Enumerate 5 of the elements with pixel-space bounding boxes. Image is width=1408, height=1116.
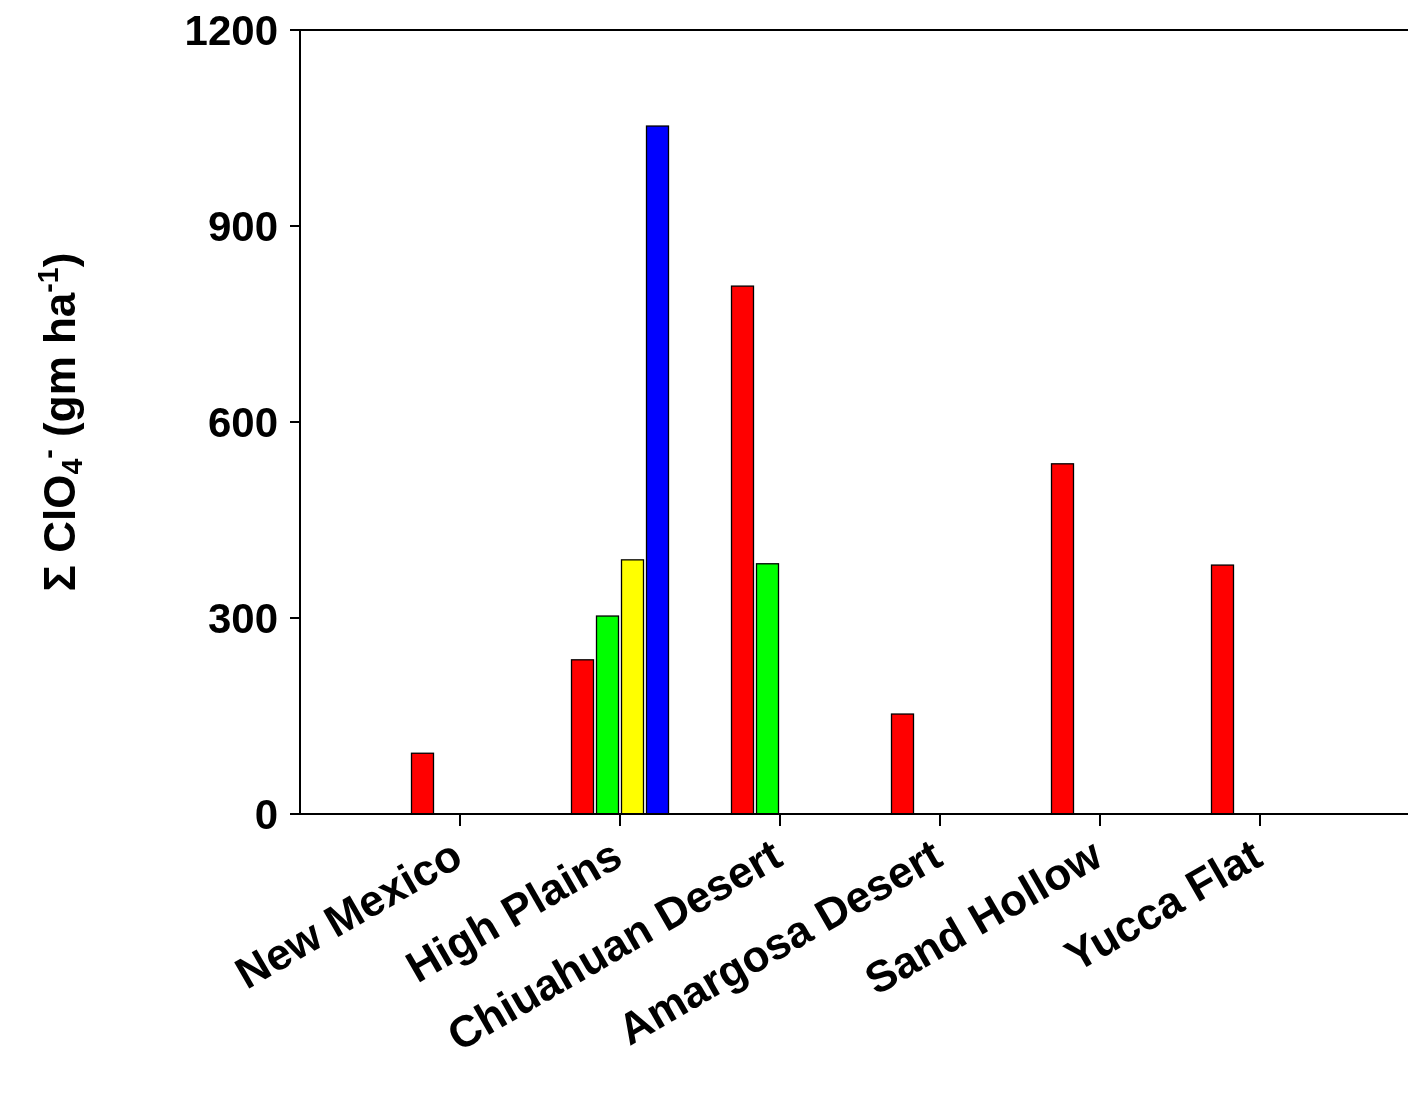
y-tick-label: 0 — [254, 790, 278, 838]
y-tick-label: 600 — [207, 398, 278, 446]
y-tick-label: 900 — [207, 202, 278, 250]
y-tick-label: 1200 — [184, 6, 278, 54]
y-tick-label: 300 — [207, 594, 278, 642]
